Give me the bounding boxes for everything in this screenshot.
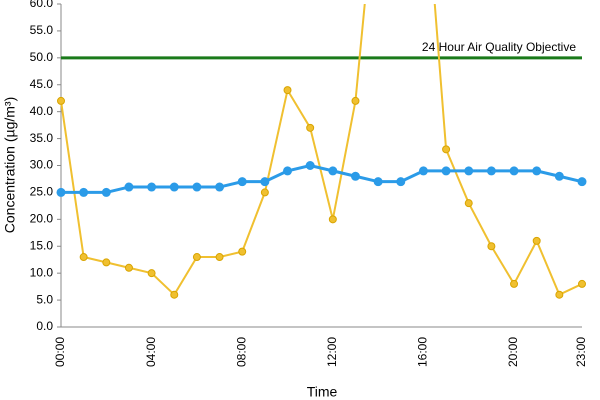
y-tick-label: 40.0 (30, 104, 54, 118)
data-point (260, 177, 270, 187)
data-point (238, 247, 247, 256)
x-tick-label: 08:00 (234, 337, 248, 367)
data-point (192, 182, 202, 192)
data-point (373, 177, 383, 187)
y-tick-label: 25.0 (30, 185, 54, 199)
data-point (102, 258, 111, 267)
data-point (124, 182, 134, 192)
data-point (554, 171, 564, 181)
data-point (464, 199, 473, 208)
data-point (57, 96, 65, 105)
y-tick-label: 5.0 (36, 292, 53, 306)
data-point (487, 242, 496, 251)
x-tick-label: 16:00 (416, 337, 430, 367)
y-tick-label: 20.0 (30, 212, 54, 226)
data-point (170, 290, 179, 299)
data-point (169, 182, 179, 192)
series-line (61, 163, 583, 194)
reference-label: 24 Hour Air Quality Objective (422, 40, 576, 54)
data-point (464, 166, 474, 176)
data-point (101, 187, 111, 197)
y-tick-label: 15.0 (30, 238, 54, 252)
data-point (510, 279, 519, 288)
data-point (396, 177, 406, 187)
y-tick-label: 45.0 (30, 77, 54, 91)
data-point (486, 166, 496, 176)
y-tick-label: 60.0 (30, 0, 54, 10)
x-axis-title: Time (307, 384, 338, 400)
data-point (351, 96, 360, 105)
data-point (350, 171, 360, 181)
data-point (147, 182, 157, 192)
data-point (306, 123, 315, 132)
data-point (418, 166, 428, 176)
data-point (79, 187, 89, 197)
data-point (305, 161, 315, 170)
data-point (260, 188, 269, 197)
data-point (215, 182, 225, 192)
x-tick-label: 20:00 (506, 337, 520, 367)
data-point (215, 253, 224, 262)
x-tick-label: 12:00 (325, 337, 339, 367)
y-tick-label: 0.0 (36, 319, 53, 333)
y-tick-label: 30.0 (30, 158, 54, 172)
data-point (79, 253, 88, 262)
data-point (578, 279, 586, 288)
plot-area (56, 4, 587, 299)
data-point (147, 269, 156, 278)
data-point (532, 166, 542, 176)
data-point (532, 236, 541, 245)
data-point (56, 187, 66, 197)
data-point (328, 166, 338, 176)
x-tick-label: 23:00 (574, 337, 588, 367)
data-point (237, 177, 247, 187)
data-point (509, 166, 519, 176)
x-tick-label: 04:00 (144, 337, 158, 367)
data-point (283, 86, 292, 95)
data-point (192, 253, 201, 262)
data-point (555, 290, 564, 299)
data-point (441, 166, 451, 176)
data-point (328, 215, 337, 224)
y-tick-label: 10.0 (30, 265, 54, 279)
y-tick-label: 50.0 (30, 50, 54, 64)
data-point (283, 166, 293, 176)
y-tick-label: 35.0 (30, 131, 54, 145)
data-point (577, 177, 587, 187)
y-tick-label: 55.0 (30, 23, 54, 37)
y-axis-title: Concentration (µg/m³) (2, 97, 18, 233)
x-tick-label: 00:00 (53, 337, 67, 367)
data-point (442, 145, 451, 154)
data-point (124, 263, 133, 272)
